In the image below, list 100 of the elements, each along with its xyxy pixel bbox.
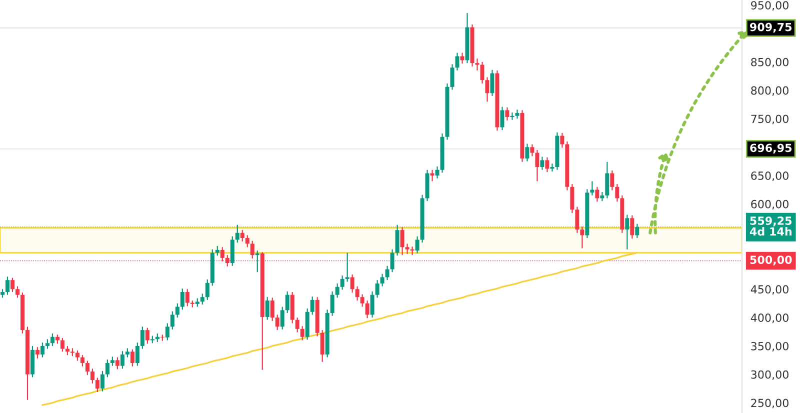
y-tick-label: 950,00 — [751, 1, 788, 11]
candlestick — [540, 156, 544, 170]
candlestick — [115, 356, 120, 370]
candlestick — [380, 273, 384, 287]
candlestick — [280, 306, 284, 330]
y-tick-label: 600,00 — [751, 200, 788, 210]
candlestick — [455, 52, 460, 71]
candlestick — [285, 290, 290, 314]
candlestick — [595, 186, 600, 202]
candlestick — [300, 326, 304, 341]
candlestick — [570, 184, 574, 214]
candlestick — [560, 132, 564, 148]
candlestick — [45, 338, 50, 350]
candlestick — [200, 293, 204, 306]
candlestick — [120, 350, 124, 370]
candlestick — [580, 226, 584, 249]
candlestick — [40, 342, 44, 358]
candlestick — [530, 144, 534, 157]
candlestick — [385, 265, 390, 281]
y-tick-label: 250,00 — [751, 398, 788, 408]
candlestick — [245, 234, 250, 248]
y-tick-label: 800,00 — [751, 86, 788, 96]
candlestick — [135, 342, 140, 366]
candlestick — [575, 206, 580, 234]
candlestick — [175, 302, 180, 318]
y-tick-label: 400,00 — [750, 314, 788, 324]
y-tick-label: 850,00 — [751, 58, 788, 68]
candlestick — [90, 368, 94, 384]
candlestick — [60, 337, 64, 352]
candlestick — [335, 282, 340, 298]
candlestick — [130, 348, 134, 367]
candlestick — [405, 243, 410, 254]
candlestick — [450, 64, 454, 90]
ref-line-label: 909,75 — [750, 22, 792, 33]
candlestick — [545, 156, 550, 173]
ref-line-label: 696,95 — [750, 144, 792, 154]
candlestick — [350, 274, 354, 294]
candlestick — [50, 332, 54, 347]
candlestick — [240, 230, 244, 242]
candlestick — [140, 326, 144, 350]
candlestick — [55, 334, 60, 344]
candlestick — [605, 161, 610, 199]
candlestick — [500, 106, 504, 131]
candlestick — [180, 288, 184, 310]
candlestick — [320, 330, 324, 362]
candlestick — [505, 106, 510, 121]
candlestick — [310, 296, 314, 316]
candlestick — [265, 296, 270, 320]
candlestick — [345, 252, 350, 282]
y-tick-label: 300,00 — [751, 370, 788, 380]
candlestick — [525, 143, 530, 162]
candlestick — [110, 356, 114, 366]
candlestick — [340, 274, 344, 290]
candlestick — [80, 354, 84, 367]
candlestick — [590, 180, 594, 196]
candlestick — [390, 248, 394, 273]
candlestick — [415, 236, 420, 254]
candlestick — [355, 286, 360, 302]
candlestick — [475, 58, 480, 71]
candlestick — [35, 346, 40, 360]
candlestick — [185, 288, 190, 307]
candlestick — [610, 170, 614, 191]
candlestick — [365, 300, 370, 319]
candlestick — [295, 317, 300, 333]
candlestick — [145, 327, 150, 344]
candlestick — [85, 360, 90, 376]
candlestick — [485, 76, 490, 102]
candlestick — [100, 370, 104, 392]
candlestick — [15, 286, 20, 298]
candlestick — [165, 322, 170, 341]
ref-line-label: 559,25 4d 14h — [750, 216, 792, 236]
candlestick — [535, 149, 540, 182]
candlestick — [205, 278, 210, 301]
candlestick — [490, 69, 494, 97]
candlestick — [125, 348, 130, 358]
candlestick — [400, 226, 404, 256]
candlestick — [275, 314, 280, 331]
ref-line-label: 500,00 — [750, 256, 792, 266]
y-tick-label: 750,00 — [751, 114, 788, 124]
candlestick — [230, 236, 234, 266]
candlestick — [330, 290, 334, 316]
candlestick — [515, 109, 520, 120]
candlestick — [370, 290, 374, 318]
candlestick — [630, 214, 634, 240]
candlestick — [615, 184, 620, 202]
candlestick — [270, 297, 274, 322]
candlestick — [600, 191, 604, 202]
candlestick — [75, 350, 80, 362]
y-tick-label: 450,00 — [750, 285, 788, 295]
candlestick — [170, 310, 174, 330]
candlestick — [375, 280, 380, 298]
y-tick-label: 350,00 — [751, 342, 788, 352]
candlestick — [360, 294, 364, 308]
candlestick — [215, 245, 220, 256]
candlestick — [10, 277, 14, 293]
candlestick — [250, 240, 254, 260]
candlestick — [95, 377, 100, 393]
candlestick — [435, 166, 440, 179]
candlestick — [480, 61, 484, 84]
y-tick-label: 650,00 — [751, 172, 788, 182]
